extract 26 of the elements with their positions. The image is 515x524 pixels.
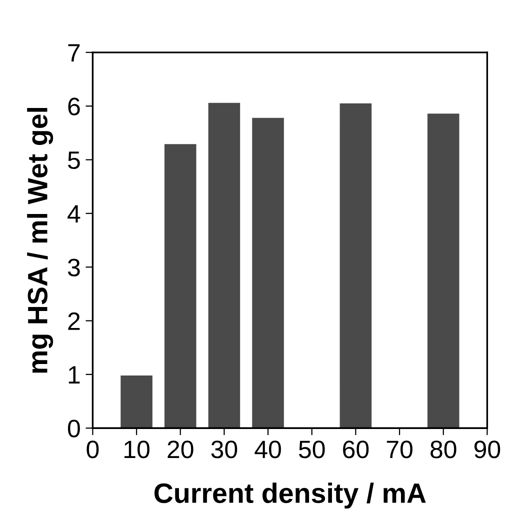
y-tick-label: 6 [68,98,80,116]
y-axis-title: mg HSA / ml Wet gel [27,108,54,373]
x-tick-label: 40 [254,440,281,458]
y-tick-label: 1 [68,366,80,384]
x-tick-label: 0 [86,440,99,458]
x-tick-label: 20 [168,440,194,458]
x-tick-label: 30 [211,440,238,458]
x-axis-title: Current density / mA [154,482,426,509]
y-tick-label: 3 [68,258,80,276]
x-tick-label: 60 [343,440,369,458]
y-tick-label: 2 [68,312,80,330]
bar [120,375,152,428]
x-tick-label: 70 [386,440,412,458]
bar [252,118,284,428]
x-tick-label: 50 [298,440,325,458]
x-tick-label: 80 [430,440,456,458]
y-tick-label: 7 [68,44,80,62]
y-tick-label: 0 [68,420,80,438]
y-tick-label: 5 [68,152,80,170]
x-tick-label: 10 [124,440,150,458]
x-tick-label: 90 [474,440,500,458]
bar [427,114,460,428]
bar [164,144,196,428]
bar [340,103,372,428]
bar [208,102,240,428]
y-tick-label: 4 [68,205,80,222]
